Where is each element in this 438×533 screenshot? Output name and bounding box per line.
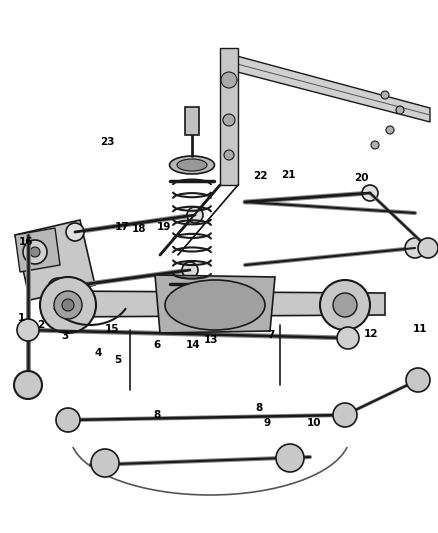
Circle shape [91, 449, 119, 477]
Ellipse shape [177, 159, 207, 171]
Text: 11: 11 [412, 324, 427, 334]
Text: 3: 3 [61, 331, 68, 341]
Circle shape [386, 126, 394, 134]
Circle shape [337, 327, 359, 349]
Circle shape [66, 223, 84, 241]
Text: 2: 2 [37, 320, 44, 330]
Text: 13: 13 [204, 335, 219, 345]
Circle shape [381, 91, 389, 99]
Circle shape [221, 72, 237, 88]
Circle shape [17, 319, 39, 341]
Ellipse shape [170, 156, 215, 174]
Text: 14: 14 [186, 341, 201, 350]
Text: 23: 23 [100, 138, 115, 147]
Circle shape [14, 371, 42, 399]
Polygon shape [155, 275, 275, 333]
Circle shape [23, 240, 47, 264]
Circle shape [320, 280, 370, 330]
Circle shape [333, 293, 357, 317]
Text: 17: 17 [114, 222, 129, 232]
Text: 6: 6 [153, 341, 160, 350]
Text: 1: 1 [18, 313, 25, 323]
Text: 21: 21 [281, 170, 296, 180]
Circle shape [40, 277, 96, 333]
Circle shape [48, 278, 68, 298]
Circle shape [30, 247, 40, 257]
Circle shape [56, 408, 80, 432]
Circle shape [276, 444, 304, 472]
Text: 15: 15 [104, 324, 119, 334]
Text: 5: 5 [114, 355, 121, 365]
Text: 7: 7 [267, 330, 274, 340]
Circle shape [406, 368, 430, 392]
Circle shape [418, 238, 438, 258]
Text: 18: 18 [132, 224, 147, 234]
Text: 8: 8 [256, 403, 263, 413]
Text: 10: 10 [307, 418, 322, 427]
Text: 20: 20 [354, 173, 369, 183]
Text: 22: 22 [253, 172, 268, 181]
Polygon shape [15, 228, 60, 272]
Ellipse shape [165, 280, 265, 330]
Text: 12: 12 [364, 329, 379, 338]
Polygon shape [185, 107, 199, 135]
Circle shape [54, 291, 82, 319]
Polygon shape [220, 48, 238, 185]
Circle shape [396, 106, 404, 114]
Circle shape [62, 299, 74, 311]
Polygon shape [15, 220, 95, 300]
Circle shape [333, 403, 357, 427]
Text: 19: 19 [157, 222, 171, 232]
Circle shape [223, 114, 235, 126]
Polygon shape [55, 291, 385, 317]
Text: 16: 16 [19, 237, 34, 247]
Circle shape [187, 207, 203, 223]
Text: 8: 8 [153, 410, 160, 419]
Text: 9: 9 [264, 418, 271, 428]
Circle shape [224, 150, 234, 160]
Polygon shape [222, 52, 430, 122]
Circle shape [371, 141, 379, 149]
Text: 4: 4 [95, 349, 102, 358]
Circle shape [362, 185, 378, 201]
Circle shape [182, 262, 198, 278]
Circle shape [405, 238, 425, 258]
